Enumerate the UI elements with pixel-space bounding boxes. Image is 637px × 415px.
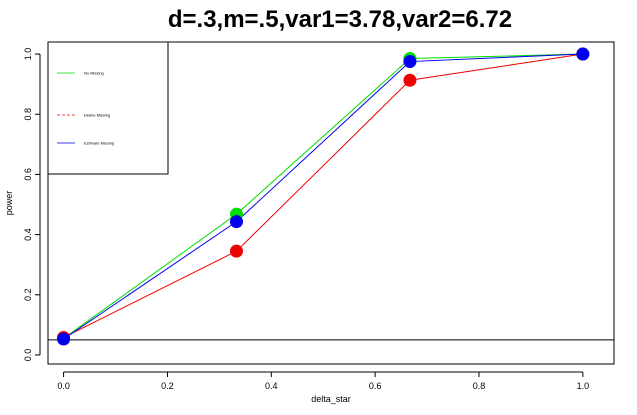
x-axis: 0.0 0.2 0.4 0.6 0.8 1.0 [57,371,590,391]
y-tick-label: 0.2 [23,289,33,302]
series-line [63,53,583,339]
data-point [576,47,590,61]
series-points [57,47,590,346]
legend-label: Estimate Missing [84,141,114,146]
y-axis-label: power [4,191,14,216]
data-point [403,55,417,69]
data-point [229,244,243,258]
series-group [63,53,583,338]
series-group [63,53,583,339]
x-tick-label: 1.0 [577,381,590,391]
series-layer [57,47,590,346]
y-tick-label: 1.0 [23,48,33,61]
legend-box [47,41,169,175]
y-tick-label: 0.6 [23,168,33,181]
y-tick-label: 0.0 [23,349,33,362]
chart-title: d=.3,m=.5,var1=3.78,var2=6.72 [168,6,512,33]
series-line [63,53,583,338]
x-axis-label: delta_star [311,394,351,404]
series-line [63,53,583,340]
y-axis: 0.0 0.2 0.4 0.6 0.8 1.0 [23,48,41,362]
data-point [403,73,417,87]
x-tick-label: 0.8 [473,381,486,391]
y-tick-label: 0.8 [23,108,33,121]
plot-area-frame [47,41,615,365]
x-tick-label: 0.0 [57,381,70,391]
legend: No Missing Delete Missing Estimate Missing [47,41,169,175]
x-tick-label: 0.2 [161,381,174,391]
legend-label: No Missing [84,71,104,76]
x-tick-label: 0.6 [369,381,382,391]
legend-label: Delete Missing [84,113,110,118]
data-point [229,215,243,229]
data-point [57,332,71,346]
y-tick-label: 0.4 [23,228,33,241]
x-tick-label: 0.4 [265,381,278,391]
series-group [63,53,583,340]
